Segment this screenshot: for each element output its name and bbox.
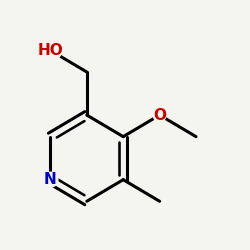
Text: N: N <box>44 172 57 187</box>
Circle shape <box>43 172 58 187</box>
Circle shape <box>153 108 166 122</box>
Circle shape <box>40 40 61 61</box>
Text: O: O <box>153 108 166 122</box>
Text: HO: HO <box>38 43 63 58</box>
